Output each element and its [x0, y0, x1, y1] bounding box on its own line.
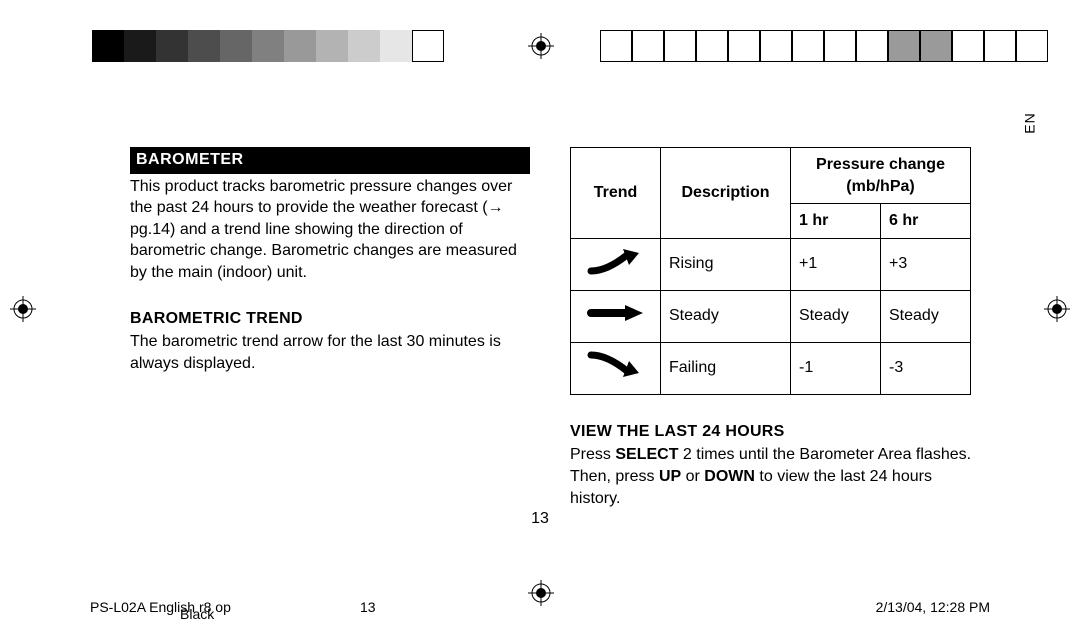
square-cell	[792, 30, 824, 62]
six-hr-cell: Steady	[881, 290, 971, 342]
trend-icon-cell	[571, 238, 661, 290]
up-bold: UP	[659, 468, 681, 485]
th-6hr: 6 hr	[881, 204, 971, 239]
six-hr-cell: +3	[881, 238, 971, 290]
th-description: Description	[661, 148, 791, 239]
square-cell	[920, 30, 952, 62]
view-24-text: Press SELECT 2 times until the Barometer…	[570, 444, 980, 509]
right-column: Trend Description Pressure change (mb/hP…	[570, 147, 980, 509]
view-24-mid2: or	[681, 468, 704, 485]
square-cell	[856, 30, 888, 62]
footer-page: 13	[360, 599, 376, 615]
regmark-bottom-icon	[528, 580, 554, 606]
barometric-trend-text: The barometric trend arrow for the last …	[130, 331, 530, 374]
square-cell	[664, 30, 696, 62]
colorbar-swatch	[220, 30, 252, 62]
colorbar-swatch	[380, 30, 412, 62]
regmark-top-icon	[528, 33, 554, 59]
square-cell	[760, 30, 792, 62]
table-row: SteadySteadySteady	[571, 290, 971, 342]
square-cell	[824, 30, 856, 62]
barometer-text: This product tracks barometric pressure …	[130, 176, 530, 284]
view-24-pre: Press	[570, 446, 615, 463]
colorbar-swatch	[252, 30, 284, 62]
trend-icon-cell	[571, 342, 661, 394]
square-cell	[888, 30, 920, 62]
arrow-falling-icon	[587, 349, 645, 381]
colorbar-swatch	[156, 30, 188, 62]
arrow-steady-icon	[587, 303, 645, 323]
table-row: Failing-1-3	[571, 342, 971, 394]
square-cell	[600, 30, 632, 62]
description-cell: Rising	[661, 238, 791, 290]
one-hr-cell: -1	[791, 342, 881, 394]
square-cell	[1016, 30, 1048, 62]
page: EN BAROMETER This product tracks baromet…	[0, 0, 1080, 634]
six-hr-cell: -3	[881, 342, 971, 394]
select-bold: SELECT	[615, 446, 678, 463]
square-cell	[696, 30, 728, 62]
arrow-rising-icon	[587, 245, 645, 277]
left-column: BAROMETER This product tracks barometric…	[130, 147, 530, 374]
th-1hr: 1 hr	[791, 204, 881, 239]
colorbar-swatch	[124, 30, 156, 62]
square-cell	[952, 30, 984, 62]
barometric-trend-heading: BAROMETRIC TREND	[130, 308, 530, 330]
language-tag: EN	[1021, 112, 1037, 133]
square-cell	[632, 30, 664, 62]
regmark-right-icon	[1044, 296, 1070, 322]
colorbar-swatch	[188, 30, 220, 62]
footer-color: Black	[180, 606, 214, 622]
description-cell: Steady	[661, 290, 791, 342]
table-row: Rising+1+3	[571, 238, 971, 290]
table-header-row: Trend Description Pressure change (mb/hP…	[571, 148, 971, 204]
description-cell: Failing	[661, 342, 791, 394]
trend-icon-cell	[571, 290, 661, 342]
one-hr-cell: +1	[791, 238, 881, 290]
colorbar-swatch	[92, 30, 124, 62]
barometer-heading: BAROMETER	[130, 147, 530, 174]
colorbar-swatch	[348, 30, 380, 62]
colorbar-swatch	[284, 30, 316, 62]
regmark-left-icon	[10, 296, 36, 322]
square-cell	[728, 30, 760, 62]
th-trend: Trend	[571, 148, 661, 239]
colorbar-swatch	[316, 30, 348, 62]
colorbar-swatch	[412, 30, 444, 62]
footer-datetime: 2/13/04, 12:28 PM	[876, 599, 990, 615]
registration-squares	[600, 30, 1048, 62]
trend-table: Trend Description Pressure change (mb/hP…	[570, 147, 971, 395]
view-24-heading: VIEW THE LAST 24 HOURS	[570, 421, 980, 443]
square-cell	[984, 30, 1016, 62]
down-bold: DOWN	[704, 468, 755, 485]
one-hr-cell: Steady	[791, 290, 881, 342]
page-number: 13	[0, 510, 1080, 528]
th-pressure-change: Pressure change (mb/hPa)	[791, 148, 971, 204]
